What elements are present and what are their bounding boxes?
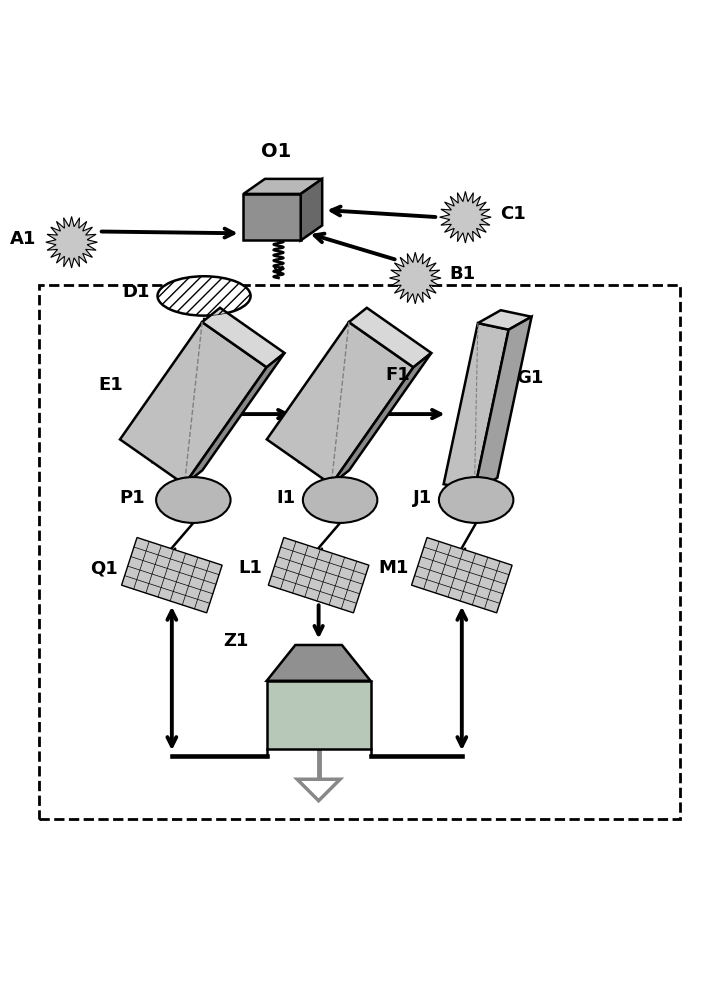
- Polygon shape: [185, 353, 284, 485]
- Polygon shape: [478, 310, 531, 330]
- Polygon shape: [120, 322, 266, 485]
- Polygon shape: [297, 779, 340, 801]
- Polygon shape: [202, 308, 284, 367]
- Bar: [39, 285, 680, 819]
- Text: Z1: Z1: [223, 632, 249, 650]
- Text: J1: J1: [413, 489, 432, 507]
- Polygon shape: [390, 252, 441, 304]
- Text: A1: A1: [9, 230, 36, 248]
- Text: L1: L1: [238, 559, 263, 577]
- Ellipse shape: [439, 477, 513, 523]
- Text: E1: E1: [99, 376, 123, 394]
- Polygon shape: [122, 538, 222, 613]
- Polygon shape: [46, 216, 97, 268]
- Polygon shape: [243, 179, 322, 194]
- Text: F1: F1: [385, 366, 410, 384]
- Text: G1: G1: [516, 369, 543, 387]
- Text: B1: B1: [450, 265, 475, 283]
- Polygon shape: [332, 353, 431, 485]
- Polygon shape: [268, 538, 369, 613]
- Polygon shape: [475, 317, 531, 491]
- Polygon shape: [243, 194, 301, 240]
- Text: M1: M1: [379, 559, 409, 577]
- Polygon shape: [444, 323, 508, 491]
- Polygon shape: [301, 179, 322, 240]
- Ellipse shape: [156, 477, 231, 523]
- Polygon shape: [266, 645, 371, 681]
- Polygon shape: [266, 681, 371, 749]
- Polygon shape: [267, 322, 413, 485]
- Ellipse shape: [158, 276, 251, 316]
- Text: O1: O1: [261, 142, 291, 161]
- Ellipse shape: [303, 477, 377, 523]
- Polygon shape: [440, 191, 491, 243]
- Text: Q1: Q1: [90, 559, 117, 577]
- Polygon shape: [412, 538, 512, 613]
- Text: D1: D1: [123, 283, 150, 301]
- Text: C1: C1: [500, 205, 526, 223]
- Text: I1: I1: [277, 489, 296, 507]
- Text: P1: P1: [120, 489, 145, 507]
- Polygon shape: [349, 308, 431, 367]
